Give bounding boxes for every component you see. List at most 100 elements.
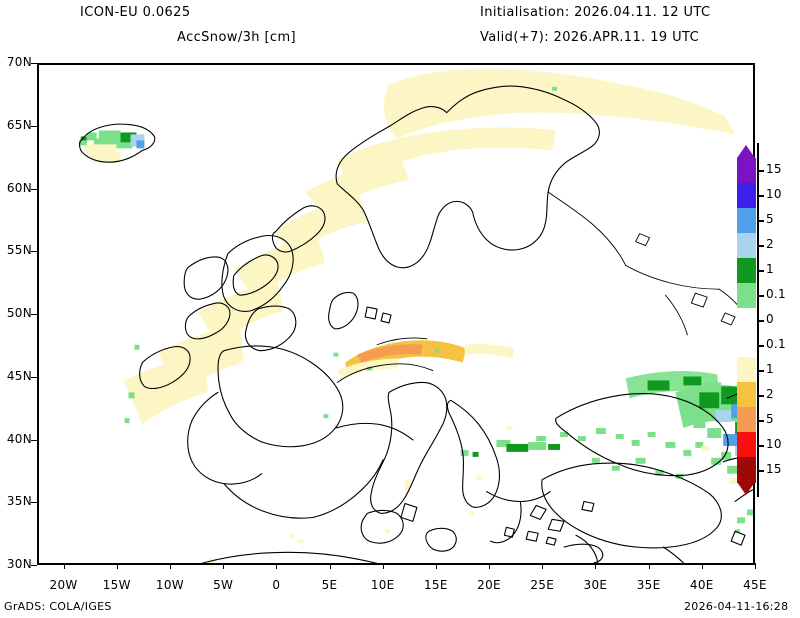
colorbar-segment [737,407,756,433]
colorbar-tick-label: 15 [766,162,782,177]
colorbar-segment [737,357,756,383]
x-tick-label: 25E [530,578,555,592]
x-tick-label: 15W [102,578,131,592]
colorbar-segment [737,207,756,234]
y-tick [31,502,37,504]
colorbar-tick-label: 2 [766,237,774,252]
y-tick-label: 60N [6,180,32,195]
colorbar-segment [737,158,756,184]
colorbar-segment [737,307,756,334]
colorbar-tick-label: 0.1 [766,287,786,302]
colorbar-segment [737,232,756,259]
x-tick-label: 45E [743,578,767,592]
x-tick-label: 15E [423,578,448,592]
x-tick [223,563,225,569]
colorbar-tick [757,320,764,322]
x-tick-label: 40E [689,578,714,592]
y-tick-label: 65N [6,117,32,132]
x-tick-label: 20E [477,578,501,592]
y-tick-label: 30N [6,557,32,571]
valid-time: Valid(+7): 2026.APR.11. 19 UTC [480,30,700,45]
render-timestamp: 2026-04-11-16:28 [684,600,789,613]
y-tick [31,251,37,253]
snow-patch-carpathians [208,426,561,563]
colorbar-segment [737,282,756,309]
colorbar-tick-label: 0 [766,312,774,326]
x-tick-label: 5W [213,578,234,592]
colorbar-segment [737,457,756,483]
x-tick [329,563,331,569]
y-tick [31,188,37,190]
y-tick [31,376,37,378]
x-tick-label: 5E [321,578,338,592]
snow-shading-layer [78,68,753,563]
colorbar-tick [757,270,764,273]
x-tick-label: 35E [636,578,661,592]
colorbar-tick [757,444,764,447]
x-tick [169,563,171,569]
snow-patch-caucasus [560,384,753,524]
colorbar-tick [757,195,764,198]
x-tick [648,563,650,569]
colorbar-tick [757,344,764,347]
y-tick [31,565,37,566]
x-tick [435,563,437,569]
y-tick [31,125,37,127]
colorbar-tick-label: 15 [766,461,782,476]
x-tick-label: 10E [370,578,395,592]
y-tick-label: 70N [6,55,32,69]
colorbar-tick-label: 10 [766,436,782,451]
x-tick [489,563,491,569]
colorbar-tick [757,220,764,223]
colorbar-tick [757,369,764,372]
colorbar-tick [757,295,764,298]
colorbar-cap-top [737,145,755,158]
colorbar-segment [737,257,756,284]
y-tick-label: 40N [6,431,32,446]
x-tick-label: 30E [583,578,608,592]
colorbar-segment [737,432,756,458]
x-tick-label: 20W [49,578,78,592]
x-tick [63,563,65,569]
colorbar-segment [737,382,756,408]
x-tick [701,563,703,569]
variable-title: AccSnow/3h [cm] [177,30,297,45]
colorbar-segment [737,332,756,358]
model-title: ICON-EU 0.0625 [80,5,191,20]
x-tick-label: 0 [272,578,281,592]
colorbar-tick-label: 1 [766,262,774,277]
grads-credit: GrADS: COLA/IGES [4,600,112,613]
x-tick [276,563,278,569]
snow-patch-iceland [78,130,145,163]
colorbar [737,145,756,495]
colorbar-tick-label: 1 [766,361,774,376]
y-tick-label: 55N [6,243,32,258]
x-tick [755,563,756,569]
colorbar-segment [737,182,756,209]
x-tick [542,563,544,569]
y-tick-label: 50N [6,306,32,320]
x-tick [116,563,118,569]
y-tick-label: 35N [6,494,32,509]
y-tick [31,63,37,64]
colorbar-cap-bottom [737,482,755,495]
colorbar-tick [757,419,764,422]
x-tick-label: 10W [155,578,184,592]
map-canvas [78,68,753,563]
colorbar-tick [757,394,764,397]
x-tick [595,563,597,569]
colorbar-tick-label: 2 [766,386,774,401]
colorbar-tick [757,245,764,248]
y-tick [31,439,37,441]
colorbar-tick [757,170,764,173]
colorbar-tick-label: 10 [766,187,782,202]
y-tick-label: 45N [6,368,32,383]
initialisation-time: Initialisation: 2026.04.11. 12 UTC [480,5,711,20]
colorbar-tick-label: 5 [766,212,774,227]
colorbar-tick-label: 5 [766,411,774,426]
y-tick [31,314,37,315]
coastline-layer [78,85,753,563]
snow-patch-alps [297,340,515,544]
map-plot-area [37,63,755,565]
snow-patch-scandinavia [123,68,736,425]
